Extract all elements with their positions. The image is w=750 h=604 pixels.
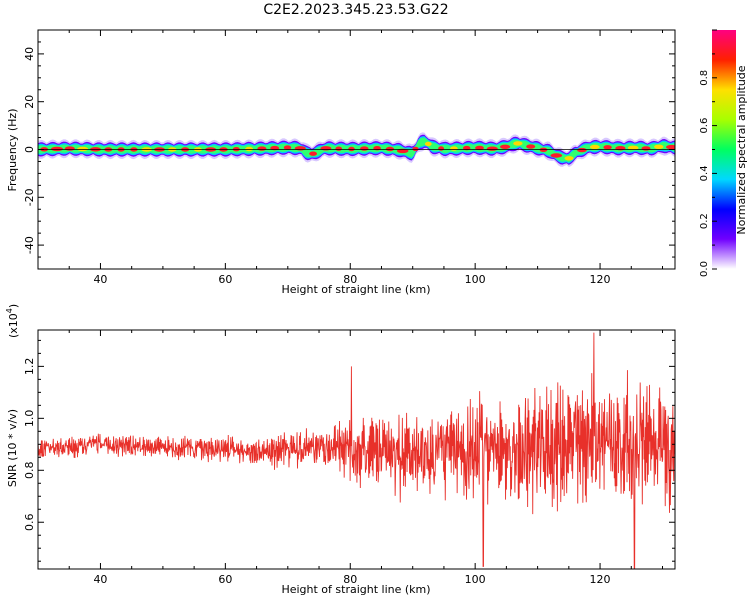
spectrogram-x-axis-label: Height of straight line (km) — [281, 283, 430, 296]
ridge-hotspot — [335, 146, 343, 151]
ridge-hotspot — [500, 144, 511, 149]
colorbar-tick-label: 0.0 — [699, 261, 710, 277]
spectrogram-ticks: 40 60 80 100 120 40 20 0 -20 -40 — [23, 29, 675, 286]
ridge-hotspot — [550, 153, 563, 158]
colorbar-tick-label: 0.2 — [699, 213, 710, 229]
ridge-hotspot — [412, 146, 419, 152]
colorbar-tick-label: 0.8 — [699, 70, 710, 86]
ridge-hotspot — [64, 146, 75, 151]
snr-multiplier-exponent: 4 — [5, 308, 14, 313]
ridge-hotspot — [360, 146, 369, 151]
figure-title: C2E2.2023.345.23.53.G22 — [263, 2, 448, 18]
spectrogram-x-tick-label: 100 — [465, 273, 486, 286]
ridge-hotspot — [257, 146, 267, 151]
spectrogram-y-tick-label: -40 — [23, 236, 36, 254]
snr-multiplier-prefix: (x10 — [7, 313, 20, 338]
ridge-hotspot — [627, 145, 639, 150]
ridge-hotspot — [641, 146, 651, 151]
colorbar-tick-label: 0.6 — [699, 118, 710, 134]
spectrogram-x-tick-label: 120 — [590, 273, 611, 286]
spectrogram-x-tick-label: 60 — [218, 273, 232, 286]
svg-text:(x104): (x104) — [5, 304, 20, 338]
ridge-hotspot — [309, 151, 317, 156]
snr-y-tick-label: 0.8 — [23, 462, 36, 480]
snr-y-tick-label: 1.0 — [23, 410, 36, 428]
ridge-hotspot — [526, 144, 536, 149]
snr-series-line — [38, 332, 675, 569]
spectrogram-y-tick-label: 20 — [23, 95, 36, 109]
ridge-hotspot — [513, 141, 523, 146]
colorbar-gradient — [712, 30, 736, 269]
ridge-hotspot — [654, 144, 664, 149]
snr-x-tick-label: 100 — [465, 573, 486, 586]
spectrogram-panel: 40 60 80 100 120 40 20 0 -20 -40 Height of straig… — [6, 29, 676, 296]
ridge-hotspot — [577, 147, 587, 153]
spectrogram-y-tick-label: -20 — [23, 188, 36, 206]
snr-x-axis-label: Height of straight line (km) — [281, 583, 430, 596]
ridge-hotspot — [438, 146, 445, 151]
ridge-hotspot — [486, 146, 498, 151]
ridge-hotspot — [564, 156, 574, 161]
ridge-hotspot — [283, 145, 292, 150]
ridge-hotspot — [348, 146, 355, 152]
spectrogram-x-tick-label: 40 — [93, 273, 107, 286]
snr-multiplier: (x104) — [5, 304, 20, 338]
snr-y-tick-label: 1.2 — [23, 358, 36, 376]
spectrogram-y-tick-label: 0 — [23, 146, 36, 153]
colorbar-tick-label: 0.4 — [699, 165, 710, 181]
colorbar: 0.0 0.2 0.4 0.6 0.8 Normalized spectral ampl… — [699, 29, 748, 277]
ridge-hotspot — [51, 146, 63, 152]
snr-frame — [37, 329, 676, 570]
ridge-hotspot — [424, 141, 432, 147]
colorbar-label: Normalized spectral amplitude — [735, 65, 748, 234]
ridge-hotspot — [666, 144, 675, 150]
snr-x-tick-label: 40 — [93, 573, 107, 586]
ridge-hotspot — [450, 146, 458, 151]
ridge-hotspot — [385, 146, 395, 152]
snr-x-tick-label: 80 — [343, 573, 357, 586]
ridge-hotspot — [245, 146, 254, 152]
snr-x-tick-label: 60 — [218, 573, 232, 586]
spectrogram-y-axis-label: Frequency (Hz) — [6, 109, 19, 192]
snr-y-tick-label: 0.6 — [23, 513, 36, 531]
ridge-hotspot — [77, 146, 89, 152]
spectrogram-y-tick-label: 40 — [23, 47, 36, 61]
snr-multiplier-suffix: ) — [7, 304, 20, 308]
spectrogram-frame — [37, 29, 676, 270]
snr-y-axis-label: SNR (10 * v/v) — [6, 409, 19, 487]
snr-x-tick-label: 120 — [590, 573, 611, 586]
snr-panel: 40 60 80 100 120 1.2 1.0 0.8 0.6 Height of strai… — [5, 304, 676, 596]
spectrogram-x-tick-label: 80 — [343, 273, 357, 286]
ridge-hotspot — [589, 144, 600, 150]
snr-ticks: 40 60 80 100 120 1.2 1.0 0.8 0.6 — [23, 330, 675, 586]
ridge-hotspot — [475, 145, 484, 151]
colorbar-ticks: 0.0 0.2 0.4 0.6 0.8 — [699, 29, 717, 277]
ridge-hotspot — [603, 145, 612, 150]
